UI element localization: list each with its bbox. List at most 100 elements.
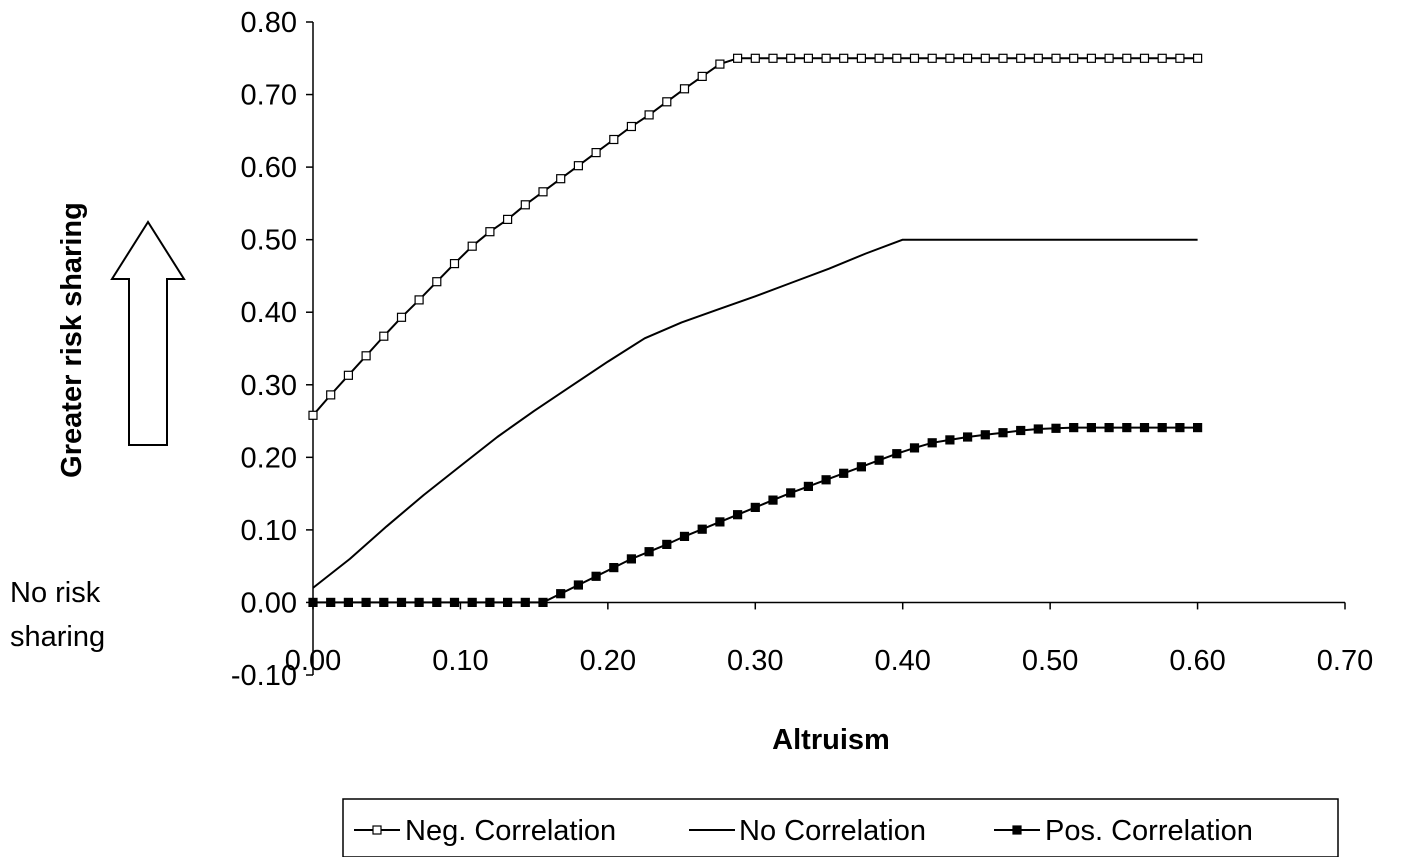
pos-correlation-point [1069,423,1079,433]
pos-correlation-point [945,435,955,445]
pos-correlation-point [449,597,460,608]
neg-correlation-point [786,53,796,63]
y-tick-label: 0.70 [241,80,297,112]
y-tick-label: 0.20 [241,442,297,474]
pos-correlation-point [786,488,796,498]
pos-correlation-point [927,438,937,448]
neg-correlation-point [1122,53,1132,63]
neg-correlation-point [609,134,619,145]
x-tick-label: 0.50 [1022,645,1078,677]
pos-correlation-point [538,597,548,608]
neg-correlation-point [1033,53,1043,63]
neg-correlation-point [485,227,495,237]
pos-correlation-point [821,475,831,485]
legend-label-none: No Correlation [739,815,926,847]
pos-correlation-point [1192,423,1203,433]
pos-correlation-point [485,597,495,608]
pos-correlation-point [1016,425,1026,436]
pos-correlation-point [361,597,371,608]
neg-correlation-point [432,277,442,287]
x-tick-label: 0.30 [727,645,783,677]
pos-correlation-point [839,468,849,478]
pos-correlation-point [644,547,654,557]
neg-correlation-point [679,84,690,94]
no-risk-sharing-label-line2: sharing [10,621,105,653]
pos-correlation-point [556,589,566,599]
pos-correlation-point [962,432,973,442]
neg-correlation-point [396,312,407,322]
neg-correlation-point [750,53,760,63]
pos-correlation-point [1122,423,1132,433]
pos-correlation-point [980,430,990,440]
neg-correlation-point [449,259,460,269]
neg-correlation-point [1175,53,1185,63]
x-tick-label: 0.40 [874,645,930,677]
neg-correlation-point [874,53,884,63]
pos-correlation-point [732,510,743,520]
neg-correlation-point [856,53,867,63]
neg-correlation-point [326,390,336,400]
neg-correlation-point [591,148,601,158]
pos-correlation-point [520,597,530,608]
x-tick-label: 0.10 [432,645,488,677]
pos-correlation-point [1104,423,1114,433]
pos-correlation-point [1051,423,1061,433]
pos-correlation-point [326,597,336,608]
y-tick-label: -0.10 [231,660,297,692]
pos-correlation-point [609,562,619,573]
neg-correlation-point [927,53,937,63]
pos-correlation-point [909,443,920,453]
neg-correlation-point [379,331,389,341]
neg-correlation-point [1104,53,1114,63]
neg-correlation-point [1016,53,1026,63]
x-tick-label: 0.20 [580,645,636,677]
pos-correlation-point [803,481,814,491]
no-risk-sharing-label-line1: No risk [10,577,101,609]
pos-correlation-line [313,426,1198,604]
pos-correlation-point [573,580,584,590]
pos-correlation-point [679,531,690,542]
neg-correlation-point [626,121,637,132]
neg-correlation-point [503,214,513,224]
x-tick-label: 0.60 [1169,645,1225,677]
neg-correlation-point [697,71,707,82]
pos-correlation-point [503,597,513,608]
pos-correlation-point [856,462,867,472]
pos-correlation-point [715,517,725,527]
neg-correlation-point [1086,53,1097,63]
y-tick-label: 0.50 [241,225,297,257]
no-correlation-line [312,238,1198,589]
axis-ticks: 0.800.700.600.500.400.300.200.100.00-0.1… [231,7,1373,692]
pos-correlation-point [343,597,353,608]
neg-correlation-point [768,53,778,63]
pos-correlation-point [750,502,760,512]
neg-correlation-point [1069,53,1079,63]
pos-correlation-point [892,449,902,459]
neg-correlation-point [945,53,955,63]
pos-correlation-point [1033,424,1043,434]
x-tick-label: 0.70 [1317,645,1373,677]
legend-box [342,798,1339,857]
pos-correlation-point [626,554,637,564]
neg-correlation-point [343,370,353,380]
series-layer [308,53,1203,608]
y-tick-label: 0.60 [241,152,297,184]
up-arrow-icon [110,220,186,446]
neg-correlation-point [662,97,672,107]
neg-correlation-point [892,53,902,63]
pos-correlation-point [379,597,389,608]
neg-correlation-point [715,59,725,69]
neg-correlation-point [909,53,920,63]
pos-correlation-point [1086,423,1097,433]
neg-correlation-point [1192,53,1203,63]
neg-correlation-line [312,57,1198,416]
neg-correlation-point [732,53,743,63]
neg-correlation-point [644,110,654,120]
pos-correlation-point [662,539,672,550]
y-axis-title: Greater risk sharing [56,202,88,478]
neg-correlation-point [556,174,566,184]
pos-correlation-point [591,571,601,581]
neg-correlation-point [520,200,530,210]
legend-label-neg: Neg. Correlation [405,815,616,847]
pos-correlation-point [467,597,477,608]
